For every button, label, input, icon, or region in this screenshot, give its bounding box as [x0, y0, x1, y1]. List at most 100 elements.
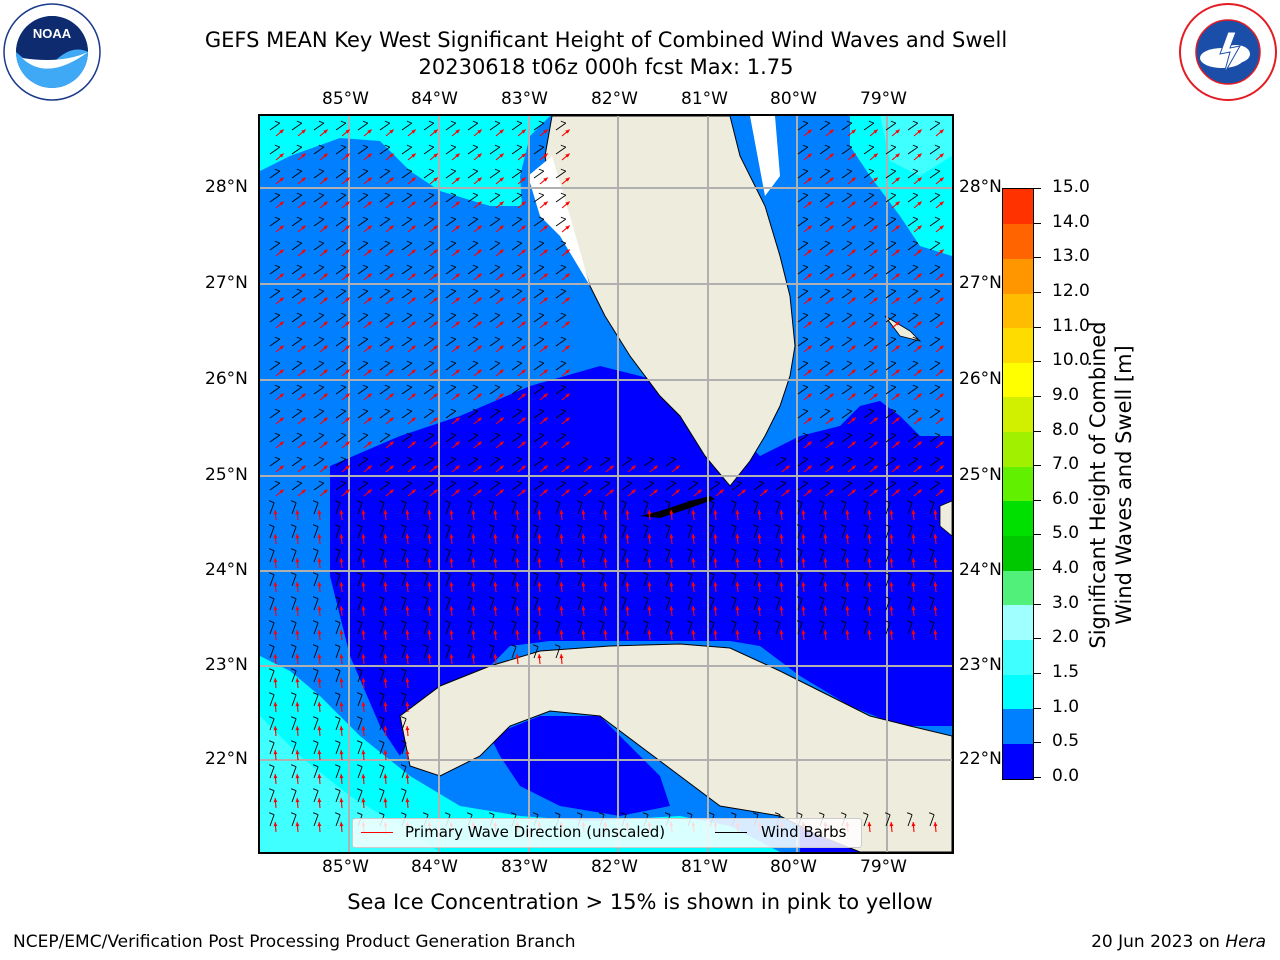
- wave-arrowhead: [405, 558, 410, 563]
- wind-barb: [269, 362, 281, 371]
- wind-barb-flag: [340, 312, 346, 316]
- wind-barb: [929, 314, 941, 323]
- wave-arrowhead: [867, 534, 872, 539]
- wind-barb-flag: [686, 812, 693, 816]
- wave-arrowhead: [521, 393, 526, 398]
- wind-barb: [533, 218, 545, 227]
- wind-barb: [621, 574, 627, 587]
- wave-arrowhead: [317, 510, 322, 515]
- wind-barb: [313, 290, 325, 299]
- wind-barb: [709, 482, 721, 491]
- wind-barb-flag: [516, 192, 522, 196]
- wind-barb-flag: [268, 716, 275, 720]
- wave-arrowhead: [455, 249, 460, 254]
- wind-barb: [885, 502, 891, 515]
- masked-coast: [750, 116, 780, 196]
- wind-barb: [797, 218, 809, 227]
- colorbar-tick-mark: [1034, 430, 1041, 432]
- wind-barb-flag: [378, 764, 385, 768]
- wave-arrowhead: [603, 534, 608, 539]
- wind-barb-flag: [494, 408, 500, 412]
- wave-arrowhead: [829, 465, 834, 470]
- wave-arrowhead: [911, 630, 916, 635]
- wind-barb-flag: [400, 788, 407, 792]
- wind-barb-flag: [802, 408, 808, 412]
- wind-barb: [269, 410, 281, 419]
- wind-barb-flag: [274, 456, 280, 460]
- wind-barb-flag: [362, 384, 368, 388]
- wave-arrowhead: [323, 321, 328, 326]
- wave-arrowhead: [521, 249, 526, 254]
- wave-arrowhead: [361, 750, 366, 755]
- wind-barb-flag: [780, 456, 786, 460]
- wave-arrowhead: [851, 177, 856, 182]
- wind-barb-flag: [664, 500, 671, 504]
- wave-arrowhead: [389, 201, 394, 206]
- wind-barb-flag: [840, 620, 847, 624]
- wave-arrowhead: [411, 129, 416, 134]
- wind-barb-flag: [912, 336, 918, 340]
- wind-barb-flag: [274, 432, 280, 436]
- wind-barb-flag: [334, 596, 341, 600]
- wave-arrowhead: [295, 702, 300, 707]
- wind-barb-flag: [362, 216, 368, 220]
- wind-barb-flag: [532, 644, 539, 648]
- wind-barb-flag: [356, 572, 363, 576]
- wave-arrowhead: [477, 225, 482, 230]
- wind-barb: [885, 338, 897, 347]
- wave-arrowhead: [433, 369, 438, 374]
- wave-arrowhead: [763, 489, 768, 494]
- wind-barb-flag: [318, 456, 324, 460]
- wave-arrowhead: [279, 153, 284, 158]
- colorbar-tick-label: 15.0: [1052, 177, 1090, 197]
- wind-barb-flag: [268, 788, 275, 792]
- wind-barb-flag: [906, 548, 913, 552]
- wind-barb: [511, 622, 517, 635]
- wave-arrowhead: [317, 654, 322, 659]
- wind-barb-flag: [846, 408, 852, 412]
- wave-arrowhead: [713, 606, 718, 611]
- wind-barb-flag: [466, 548, 473, 552]
- wind-barb: [379, 742, 385, 755]
- wave-arrowhead: [647, 582, 652, 587]
- wind-barb: [467, 482, 479, 491]
- wave-arrowhead: [565, 321, 570, 326]
- wind-barb: [555, 526, 561, 539]
- wind-barb-flag: [384, 216, 390, 220]
- wind-barb: [467, 170, 479, 179]
- wind-barb: [555, 410, 567, 419]
- wave-arrowhead: [851, 153, 856, 158]
- wind-barb-flag: [532, 572, 539, 576]
- wind-barb: [379, 434, 391, 443]
- wind-barb: [335, 314, 347, 323]
- wave-arrowhead: [411, 297, 416, 302]
- wind-barb-flag: [274, 216, 280, 220]
- wave-arrowhead: [537, 654, 542, 659]
- wind-barb-flag: [268, 500, 275, 504]
- wave-arrowhead: [565, 393, 570, 398]
- wind-barb: [269, 434, 281, 443]
- wind-barb: [269, 194, 281, 203]
- wave-arrowhead: [543, 393, 548, 398]
- wind-barb: [291, 598, 297, 611]
- wave-arrowhead: [873, 297, 878, 302]
- wind-barb-flag: [730, 524, 737, 528]
- wind-barb-flag: [400, 764, 407, 768]
- wind-barb-flag: [472, 384, 478, 388]
- wind-barb: [489, 218, 501, 227]
- wind-barb-flag: [890, 120, 896, 124]
- wind-barb: [775, 598, 781, 611]
- wave-arrowhead: [455, 393, 460, 398]
- wind-barb: [291, 622, 297, 635]
- wave-arrowhead: [295, 558, 300, 563]
- wind-barb-flag: [906, 620, 913, 624]
- wave-arrowhead: [339, 678, 344, 683]
- wave-arrowhead: [411, 201, 416, 206]
- colorbar-tick-label: 7.0: [1052, 454, 1080, 475]
- map-panel[interactable]: [258, 114, 954, 854]
- wind-barb: [445, 122, 457, 131]
- wind-barb-flag: [846, 120, 852, 124]
- footer-credit: NCEP/EMC/Verification Post Processing Pr…: [13, 932, 576, 952]
- wave-arrowhead: [757, 558, 762, 563]
- wind-barb-flag: [334, 692, 341, 696]
